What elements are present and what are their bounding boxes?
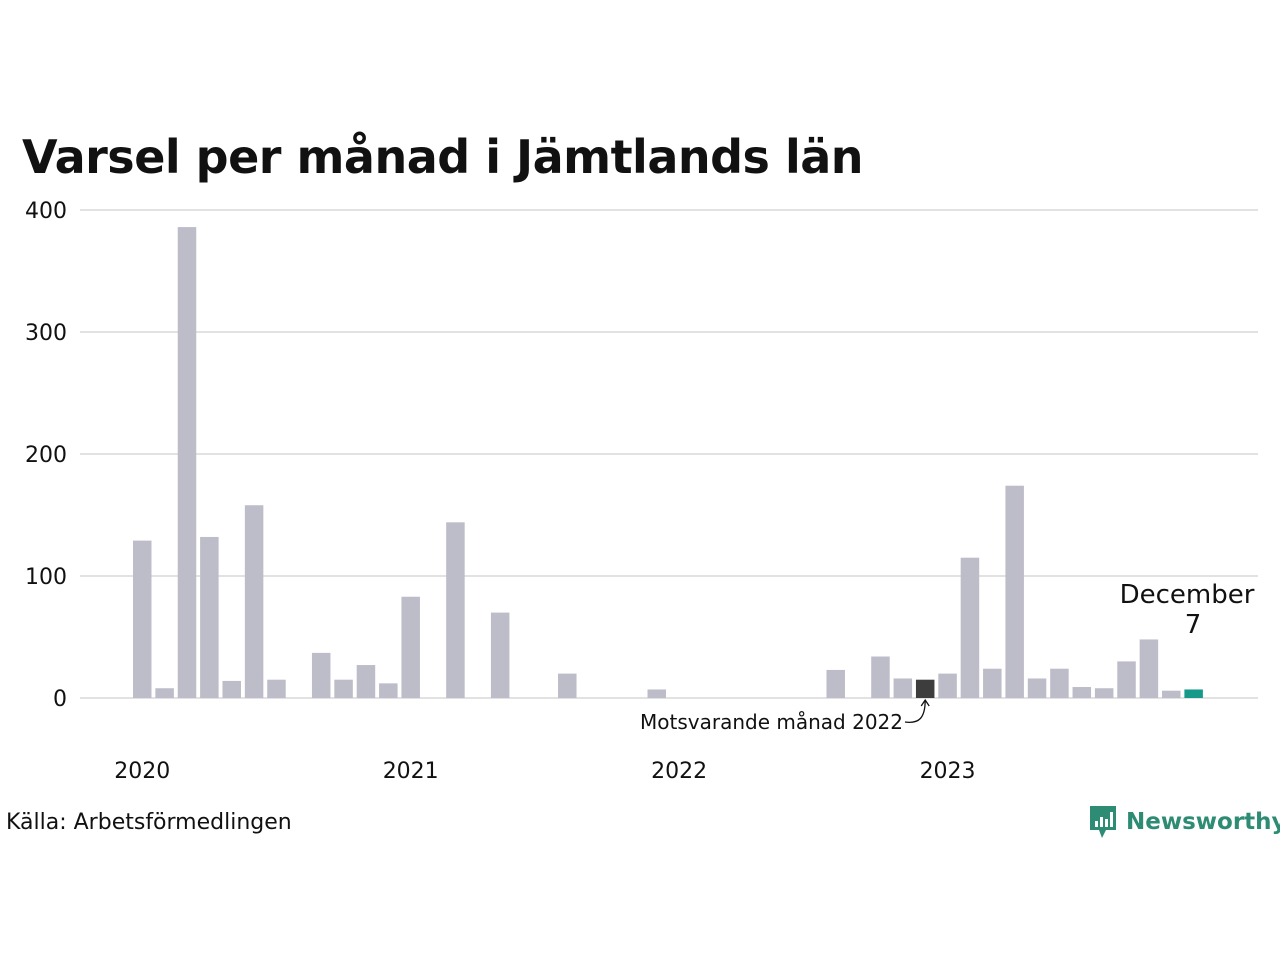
y-tick-label: 0: [53, 687, 67, 712]
x-year-label: 2020: [114, 759, 170, 784]
y-tick-label: 100: [25, 565, 67, 590]
x-year-label: 2022: [651, 759, 707, 784]
bar-2021-12: [647, 689, 667, 698]
bar-2021-01: [401, 596, 420, 698]
bar-2022-11: [893, 678, 913, 698]
logo-text: Newsworthy: [1126, 809, 1280, 835]
bar-2023-06: [1050, 668, 1069, 698]
bar-2023-10: [1139, 639, 1159, 698]
y-tick-label: 200: [25, 443, 67, 468]
y-axis-ticks: 0 100 200 300 400: [25, 199, 67, 712]
comparison-label: Motsvarande månad 2022: [640, 710, 903, 734]
bar-2023-02: [960, 557, 980, 698]
bar-2020-07: [267, 679, 286, 698]
x-year-label: 2023: [920, 759, 976, 784]
bar-2022-12: [915, 679, 935, 698]
bar-2023-08: [1094, 688, 1114, 698]
bar-2023-05: [1027, 678, 1047, 698]
bar-2022-08: [826, 669, 845, 698]
y-tick-label: 400: [25, 199, 67, 224]
bar-2020-02: [155, 688, 174, 698]
bar-2023-03: [983, 668, 1002, 698]
bar-2023-07: [1072, 687, 1092, 698]
chart-title: Varsel per månad i Jämtlands län: [22, 130, 864, 184]
x-year-label: 2021: [383, 759, 439, 784]
bar-2020-04: [200, 536, 219, 698]
bar-2022-10: [871, 656, 890, 698]
bar-2023-09: [1117, 661, 1136, 698]
bar-2020-10: [334, 679, 353, 698]
newsworthy-logo: Newsworthy: [1088, 804, 1280, 840]
bar-2020-05: [222, 680, 241, 698]
bar-2020-09: [311, 652, 331, 698]
bar-2020-11: [356, 665, 376, 698]
comparison-arrow-icon: [904, 699, 926, 724]
bar-2021-03: [446, 522, 465, 698]
bar-2023-11: [1162, 690, 1181, 698]
bar-chart-logo-icon: [1090, 806, 1116, 838]
highlight-value-label: 7: [1185, 610, 1202, 640]
x-axis-year-labels: 2020 2021 2022 2023: [114, 759, 975, 784]
bar-2020-06: [244, 505, 264, 698]
bar-2023-12: [1184, 689, 1203, 698]
bar-2020-01: [133, 540, 152, 698]
bar-2023-04: [1005, 485, 1024, 698]
source-label: Källa: Arbetsförmedlingen: [6, 810, 292, 835]
y-tick-label: 300: [25, 321, 67, 346]
bar-2021-08: [558, 673, 577, 698]
arrowhead-icon: [920, 698, 930, 707]
bar-2020-12: [379, 683, 398, 698]
bars: [133, 227, 1203, 698]
bar-2020-03: [177, 227, 197, 698]
bar-2021-05: [490, 612, 510, 698]
bar-2023-01: [938, 673, 957, 698]
annotations: December 7 Motsvarande månad 2022: [640, 580, 1255, 734]
highlight-month-label: December: [1120, 580, 1255, 610]
